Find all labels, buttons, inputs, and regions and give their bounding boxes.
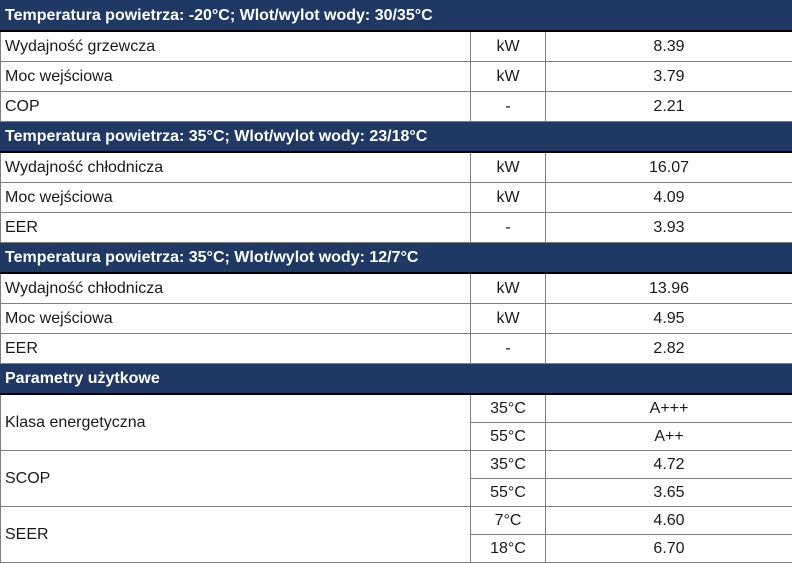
usage-value: A++ [546,423,792,451]
section-header-row: Temperatura powietrza: 35°C; Wlot/wylot … [1,122,792,153]
param-name: EER [1,213,471,243]
param-name: EER [1,334,471,364]
table-row: Klasa energetyczna 35°C A+++ [1,394,792,423]
param-name: COP [1,92,471,122]
param-name: Wydajność chłodnicza [1,273,471,304]
section-header-row: Temperatura powietrza: 35°C; Wlot/wylot … [1,243,792,274]
usage-condition: 35°C [471,451,546,479]
table-row: Wydajność grzewcza kW 8.39 [1,31,792,62]
param-unit: - [471,92,546,122]
section-header: Temperatura powietrza: -20°C; Wlot/wylot… [1,1,792,32]
usage-condition: 55°C [471,479,546,507]
param-value: 2.82 [546,334,792,364]
param-name: Wydajność grzewcza [1,31,471,62]
param-name: Moc wejściowa [1,304,471,334]
section-header-row: Temperatura powietrza: -20°C; Wlot/wylot… [1,1,792,32]
param-name: Wydajność chłodnicza [1,152,471,183]
param-value: 3.93 [546,213,792,243]
table-row: EER - 2.82 [1,334,792,364]
usage-value: 3.65 [546,479,792,507]
usage-value: 4.72 [546,451,792,479]
usage-value: A+++ [546,394,792,423]
param-value: 8.39 [546,31,792,62]
param-name: Moc wejściowa [1,62,471,92]
usage-group-name: Klasa energetyczna [1,394,471,451]
usage-condition: 18°C [471,535,546,563]
param-name: Moc wejściowa [1,183,471,213]
param-value: 3.79 [546,62,792,92]
section-header-row: Parametry użytkowe [1,364,792,395]
table-row: SEER 7°C 4.60 [1,507,792,535]
param-unit: - [471,334,546,364]
usage-condition: 35°C [471,394,546,423]
usage-condition: 55°C [471,423,546,451]
table-row: SCOP 35°C 4.72 [1,451,792,479]
usage-value: 6.70 [546,535,792,563]
param-value: 13.96 [546,273,792,304]
param-unit: kW [471,62,546,92]
table-row: Wydajność chłodnicza kW 16.07 [1,152,792,183]
table-row: EER - 3.93 [1,213,792,243]
usage-header: Parametry użytkowe [1,364,792,395]
param-value: 4.95 [546,304,792,334]
table-row: Wydajność chłodnicza kW 13.96 [1,273,792,304]
param-unit: kW [471,273,546,304]
usage-group-name: SCOP [1,451,471,507]
param-value: 2.21 [546,92,792,122]
param-unit: kW [471,152,546,183]
usage-condition: 7°C [471,507,546,535]
param-unit: kW [471,304,546,334]
param-unit: - [471,213,546,243]
table-row: Moc wejściowa kW 4.95 [1,304,792,334]
usage-value: 4.60 [546,507,792,535]
param-unit: kW [471,183,546,213]
table-row: Moc wejściowa kW 4.09 [1,183,792,213]
param-value: 16.07 [546,152,792,183]
usage-group-name: SEER [1,507,471,563]
param-value: 4.09 [546,183,792,213]
section-header: Temperatura powietrza: 35°C; Wlot/wylot … [1,243,792,274]
table-row: Moc wejściowa kW 3.79 [1,62,792,92]
param-unit: kW [471,31,546,62]
table-row: COP - 2.21 [1,92,792,122]
section-header: Temperatura powietrza: 35°C; Wlot/wylot … [1,122,792,153]
